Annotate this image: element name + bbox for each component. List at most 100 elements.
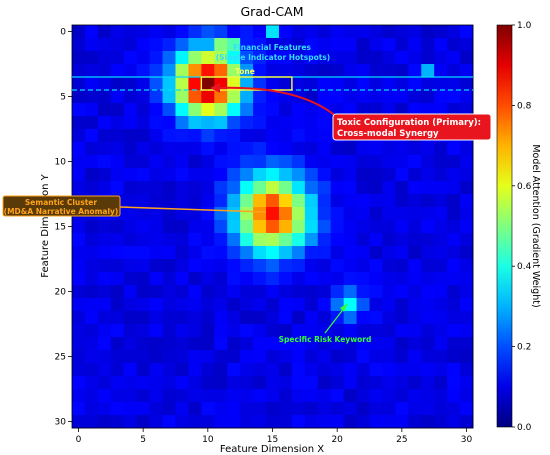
heatmap-cell (72, 38, 86, 52)
heatmap-cell (447, 142, 461, 156)
heatmap-cell (136, 415, 151, 429)
heatmap-cell (330, 77, 345, 91)
heatmap-cell (240, 181, 254, 195)
y-tick-label: 5 (60, 93, 66, 103)
heatmap-cell (382, 25, 396, 39)
heatmap-cell (304, 337, 319, 351)
heatmap-cell (162, 25, 176, 39)
heatmap-cell (97, 51, 112, 65)
heatmap-cell (291, 363, 306, 377)
heatmap-cell (278, 298, 293, 312)
heatmap-cell (149, 389, 163, 403)
heatmap-cell (201, 350, 215, 364)
heatmap-cell (317, 376, 332, 390)
heatmap-cell (253, 90, 267, 104)
heatmap-cell (447, 298, 461, 312)
heatmap-cell (266, 90, 280, 104)
heatmap-cell (72, 272, 86, 286)
heatmap-cell (447, 324, 461, 338)
heatmap-cell (408, 415, 422, 429)
heatmap-cell (136, 181, 151, 195)
heatmap-cell (382, 389, 396, 403)
heatmap-cell (382, 207, 396, 221)
heatmap-cell (291, 64, 306, 78)
heatmap-cell (278, 272, 293, 286)
heatmap-cell (201, 103, 215, 117)
heatmap-cell (434, 233, 448, 247)
heatmap-cell (188, 272, 202, 286)
heatmap-cell (266, 415, 280, 429)
heatmap-cell (72, 233, 86, 247)
heatmap-cell (291, 376, 306, 390)
heatmap-cell (123, 389, 138, 403)
heatmap-cell (84, 142, 99, 156)
heatmap-cell (188, 168, 202, 182)
heatmap-cell (330, 103, 345, 117)
heatmap-cell (175, 220, 189, 234)
heatmap-cell (162, 129, 176, 143)
heatmap-cell (201, 116, 215, 130)
heatmap-cell (97, 324, 112, 338)
heatmap-cell (304, 129, 319, 143)
heatmap-cell (227, 155, 241, 169)
heatmap-cell (136, 51, 151, 65)
heatmap-cell (434, 38, 448, 52)
heatmap-cell (421, 155, 435, 169)
heatmap-cell (162, 90, 176, 104)
heatmap-cell (110, 402, 125, 416)
heatmap-cell (188, 363, 202, 377)
heatmap-cell (330, 90, 345, 104)
heatmap-cell (330, 389, 345, 403)
heatmap-cell (460, 220, 474, 234)
heatmap-cell (175, 129, 189, 143)
heatmap-cell (369, 168, 383, 182)
heatmap-cell (330, 363, 345, 377)
y-axis-label: Feature Dimension Y (40, 173, 51, 277)
semantic-cluster-label: Semantic Cluster (25, 198, 97, 207)
heatmap-cell (214, 38, 228, 52)
heatmap-cell (214, 298, 228, 312)
heatmap-cell (188, 324, 202, 338)
heatmap-cell (317, 129, 332, 143)
x-tick-label: 25 (396, 435, 407, 445)
heatmap-cell (408, 285, 422, 299)
heatmap-cell (304, 155, 319, 169)
heatmap-cell (266, 168, 280, 182)
y-tick-label: 0 (60, 28, 66, 38)
heatmap-cell (317, 363, 332, 377)
heatmap-cell (278, 64, 293, 78)
heatmap-cell (356, 155, 370, 169)
heatmap-cell (291, 129, 306, 143)
heatmap-cell (227, 90, 241, 104)
heatmap-cell (149, 116, 163, 130)
heatmap-cell (356, 298, 370, 312)
heatmap-cell (266, 311, 280, 325)
heatmap-cell (123, 38, 138, 52)
heatmap-cell (110, 220, 125, 234)
heatmap-cell (97, 402, 112, 416)
heatmap-cell (240, 389, 254, 403)
heatmap-cell (369, 77, 383, 91)
heatmap-cell (162, 194, 176, 208)
heatmap-cell (447, 181, 461, 195)
heatmap-cell (123, 415, 138, 429)
heatmap-cell (110, 51, 125, 65)
heatmap-cell (369, 272, 383, 286)
heatmap-cell (330, 64, 345, 78)
heatmap-cell (395, 64, 409, 78)
heatmap-cell (227, 181, 241, 195)
heatmap-cell (240, 64, 254, 78)
heatmap-cell (214, 285, 228, 299)
heatmap-cell (447, 285, 461, 299)
heatmap-cell (214, 116, 228, 130)
heatmap-cell (266, 402, 280, 416)
heatmap-cell (421, 259, 435, 273)
heatmap-cell (110, 116, 125, 130)
heatmap-cell (291, 51, 306, 65)
heatmap-cell (395, 207, 409, 221)
colorbar-tick-label: 0.8 (517, 101, 532, 111)
heatmap-cell (343, 103, 357, 117)
heatmap-cell (382, 181, 396, 195)
heatmap-cell (356, 194, 370, 208)
heatmap-cell (136, 155, 151, 169)
